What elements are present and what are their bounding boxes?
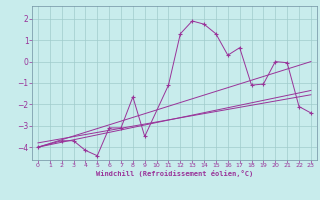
X-axis label: Windchill (Refroidissement éolien,°C): Windchill (Refroidissement éolien,°C) — [96, 170, 253, 177]
